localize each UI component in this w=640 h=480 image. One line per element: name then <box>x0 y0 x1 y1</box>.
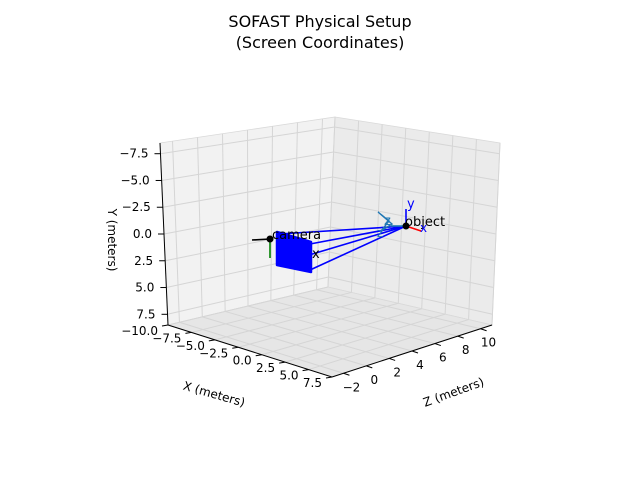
y-grid-line <box>162 176 333 208</box>
tick-labels: −10.0−7.5−5.0−2.50.02.55.07.5 −20246810−7… <box>119 147 496 395</box>
x-tick-label: −2.5 <box>199 346 228 360</box>
physical-setup-scene: camera object x x y z z <box>251 197 445 274</box>
z-grid-line <box>270 300 435 345</box>
z-grid-line <box>316 289 481 330</box>
x-tick <box>279 361 286 364</box>
object-z-label: z <box>377 226 383 240</box>
x-tick <box>302 369 309 372</box>
x-tick-label: 7.5 <box>303 376 322 390</box>
z-grid-line <box>202 316 367 367</box>
y-grid-line <box>331 201 497 235</box>
y-tick-label: 0.0 <box>133 227 152 241</box>
z-tick <box>457 335 464 339</box>
z-tick-label: 0 <box>370 373 378 387</box>
y-tick-label: 2.5 <box>134 254 153 268</box>
z-tick-label: −2 <box>343 380 361 394</box>
z-tick-label: 8 <box>462 343 470 357</box>
x-tick-label: 0.0 <box>233 354 252 368</box>
y-grid-line <box>328 276 493 315</box>
camera-x-label: x <box>312 247 320 262</box>
ray-line <box>278 225 407 235</box>
z-tick <box>343 372 350 376</box>
object-z-label: z <box>384 214 391 229</box>
y-grid-line <box>333 151 499 181</box>
x-tick <box>185 331 192 334</box>
z-grid-line <box>225 310 390 359</box>
ray-line <box>309 225 407 271</box>
z-tick <box>434 343 442 347</box>
ray-line <box>309 225 407 245</box>
object-x-label: x <box>420 221 427 235</box>
y-grid-line <box>332 176 498 208</box>
x-axis-line <box>167 324 333 378</box>
y-axis-label: Y (meters) <box>105 208 119 272</box>
y-tick-label: −7.5 <box>119 147 148 161</box>
y-grid-line <box>330 226 495 262</box>
y-grid-line <box>160 126 335 155</box>
x-tick <box>208 339 215 342</box>
z-tick <box>366 365 373 369</box>
y-tick-label: 7.5 <box>136 307 155 321</box>
z-axis-label: Z (meters) <box>421 375 486 410</box>
y-grid-line <box>163 201 332 235</box>
x-tick-label: −10.0 <box>121 324 158 338</box>
y-grid-line <box>167 276 329 315</box>
x-tick-label: 5.0 <box>279 369 298 383</box>
x-tick <box>232 346 239 349</box>
camera-marker <box>266 235 274 243</box>
z-tick-label: 4 <box>416 358 424 372</box>
object-marker <box>402 222 410 230</box>
chart-subtitle: (Screen Coordinates) <box>235 33 405 52</box>
z-tick-label: 10 <box>481 336 496 350</box>
object-label: object <box>405 215 445 230</box>
z-grid-line <box>247 305 413 352</box>
tick-marks <box>154 153 487 379</box>
z-tick-label: 6 <box>439 351 447 365</box>
chart-title: SOFAST Physical Setup <box>228 12 412 31</box>
x-tick-label: −7.5 <box>152 331 181 345</box>
x-tick-label: 2.5 <box>256 361 275 375</box>
x-tick <box>255 354 262 357</box>
z-grid-line <box>179 321 344 374</box>
screen-panel <box>275 230 313 274</box>
z-tick-label: 2 <box>393 365 401 379</box>
x-tick-label: −5.0 <box>176 339 205 353</box>
y-tick-label: 5.0 <box>135 281 154 295</box>
y-grid-line <box>329 251 494 289</box>
camera-label: camera <box>272 228 321 243</box>
z-tick <box>388 357 396 361</box>
x-tick <box>161 324 169 327</box>
y-grid-line <box>334 126 500 155</box>
y-tick-label: −2.5 <box>122 200 151 214</box>
x-tick <box>325 376 333 379</box>
z-tick <box>480 328 487 332</box>
y-tick-label: −5.0 <box>121 173 150 187</box>
z-grid-line <box>293 294 458 337</box>
object-z-cone <box>377 211 394 232</box>
object-y-label: y <box>407 197 415 212</box>
z-tick <box>411 350 419 354</box>
y-grid-line <box>161 151 334 181</box>
x-axis-label: X (meters) <box>182 379 247 410</box>
